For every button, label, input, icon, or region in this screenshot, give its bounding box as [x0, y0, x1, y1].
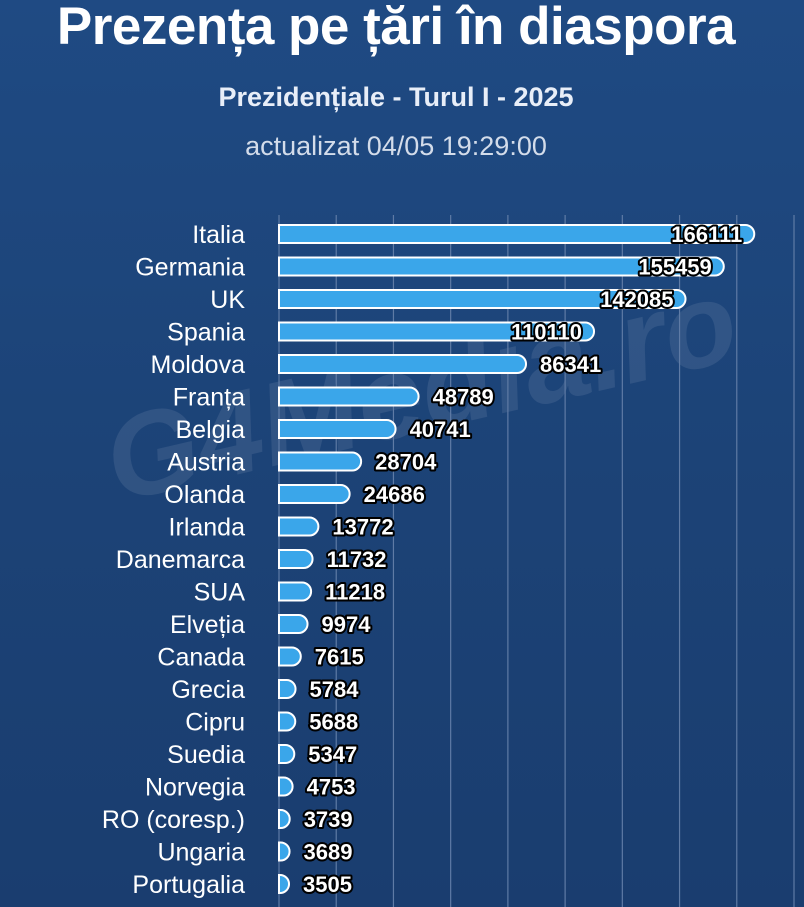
bar	[278, 711, 297, 732]
value-label: 48789	[433, 385, 494, 410]
value-label: 3689	[304, 840, 353, 865]
value-label: 3505	[303, 872, 352, 897]
value-label: 40741	[410, 417, 471, 442]
category-label: Italia	[192, 221, 245, 249]
bar	[278, 516, 320, 537]
bar	[278, 289, 687, 309]
category-label: Suedia	[167, 741, 245, 769]
value-label: 5347	[308, 742, 357, 767]
bar	[278, 841, 291, 862]
bar	[278, 419, 397, 439]
category-label: Danemarca	[116, 546, 245, 574]
value-label: 4753	[307, 775, 356, 800]
category-label: Olanda	[164, 481, 245, 509]
category-label: Portugalia	[132, 871, 245, 899]
category-label: SUA	[194, 579, 246, 607]
category-label: Norvegia	[145, 774, 245, 802]
bar	[278, 614, 309, 634]
bar	[278, 776, 294, 797]
bar	[278, 354, 528, 374]
category-label: RO (coresp.)	[102, 806, 245, 834]
category-label: Spania	[167, 319, 245, 347]
category-label: Moldova	[151, 351, 246, 379]
page-title: Prezența pe țări în diaspora	[56, 0, 736, 56]
category-label: Grecia	[171, 676, 245, 704]
bar	[278, 549, 314, 569]
bar	[278, 224, 756, 244]
bar	[278, 256, 725, 277]
category-label: Elveția	[170, 611, 245, 639]
bar	[278, 484, 351, 504]
bar	[278, 744, 296, 764]
value-label: 24686	[364, 482, 425, 507]
value-label: 28704	[375, 450, 437, 475]
value-label: 166111	[671, 222, 742, 247]
category-label: Germania	[135, 254, 245, 282]
value-label: 155459	[638, 255, 711, 280]
bar	[278, 581, 313, 602]
updated-timestamp: actualizat 04/05 19:29:00	[245, 131, 547, 161]
value-label: 86341	[540, 352, 601, 377]
bar	[278, 386, 420, 407]
value-label: 11732	[327, 547, 387, 572]
page-subtitle: Prezidențiale - Turul I - 2025	[218, 82, 574, 112]
category-label: Belgia	[176, 416, 246, 444]
value-label: 3739	[304, 807, 353, 832]
value-label: 110110	[511, 320, 582, 345]
category-label: UK	[210, 286, 245, 314]
bar	[278, 809, 291, 829]
value-label: 7615	[315, 645, 364, 670]
bar	[278, 451, 363, 472]
category-label: Austria	[167, 449, 245, 477]
bar	[278, 679, 297, 699]
category-label: Ungaria	[157, 839, 245, 867]
bar	[278, 874, 291, 894]
value-label: 11218	[325, 580, 385, 605]
category-label: Franța	[173, 384, 245, 412]
category-label: Canada	[157, 644, 245, 672]
value-label: 9974	[322, 612, 372, 637]
value-label: 5688	[309, 710, 358, 735]
bar	[278, 321, 596, 342]
value-label: 13772	[332, 515, 393, 540]
value-label: 5784	[310, 677, 360, 702]
category-label: Cipru	[185, 709, 245, 737]
category-label: Irlanda	[169, 514, 246, 542]
bar	[278, 646, 302, 667]
value-label: 142085	[600, 287, 673, 312]
